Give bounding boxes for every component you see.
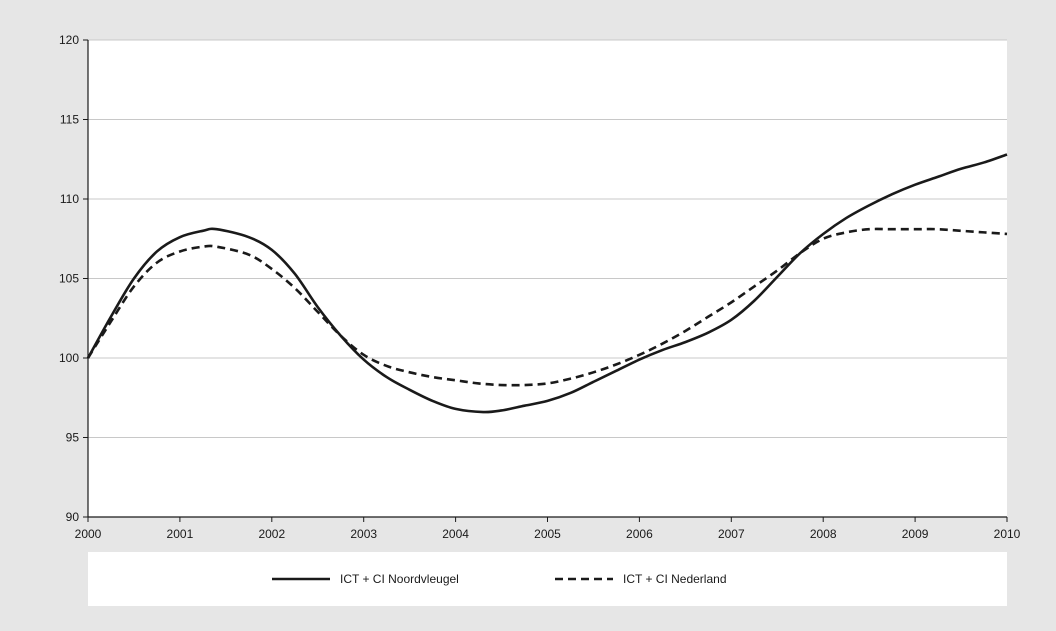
x-tick-label: 2006 [626, 527, 653, 541]
x-tick-label: 2008 [810, 527, 837, 541]
x-tick-label: 2000 [75, 527, 102, 541]
x-tick-label: 2007 [718, 527, 745, 541]
x-tick-label: 2010 [994, 527, 1021, 541]
series-line-nederland [86, 227, 1008, 387]
x-tick-label: 2002 [258, 527, 285, 541]
gridlines [88, 39, 1007, 438]
x-tick-label: 2004 [442, 527, 469, 541]
y-tick-label: 100 [59, 351, 79, 365]
x-tick-label: 2005 [534, 527, 561, 541]
series-line-noordvleugel [86, 153, 1008, 414]
x-tick-label: 2003 [350, 527, 377, 541]
y-tick-label: 95 [66, 431, 80, 445]
series-lines [86, 153, 1008, 414]
legend-box [88, 552, 1007, 606]
y-tick-label: 105 [59, 272, 79, 286]
axes: 90 95 100 105 110 115 120 2000 2001 2002 2003 2004 2… [59, 33, 1021, 541]
y-tick-label: 120 [59, 33, 79, 47]
legend-label: ICT + CI Noordvleugel [340, 572, 459, 586]
legend-label: ICT + CI Nederland [623, 572, 727, 586]
y-tick-label: 90 [66, 510, 80, 524]
legend: ICT + CI Noordvleugel ICT + CI Nederland [272, 572, 727, 586]
y-tick-label: 115 [60, 113, 79, 127]
x-tick-label: 2001 [167, 527, 194, 541]
y-tick-label: 110 [60, 192, 79, 206]
x-tick-label: 2009 [902, 527, 929, 541]
